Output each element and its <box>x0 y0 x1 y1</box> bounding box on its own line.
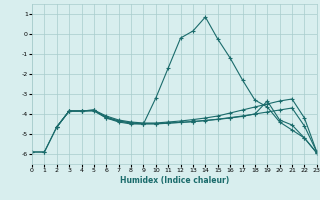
X-axis label: Humidex (Indice chaleur): Humidex (Indice chaleur) <box>120 176 229 185</box>
